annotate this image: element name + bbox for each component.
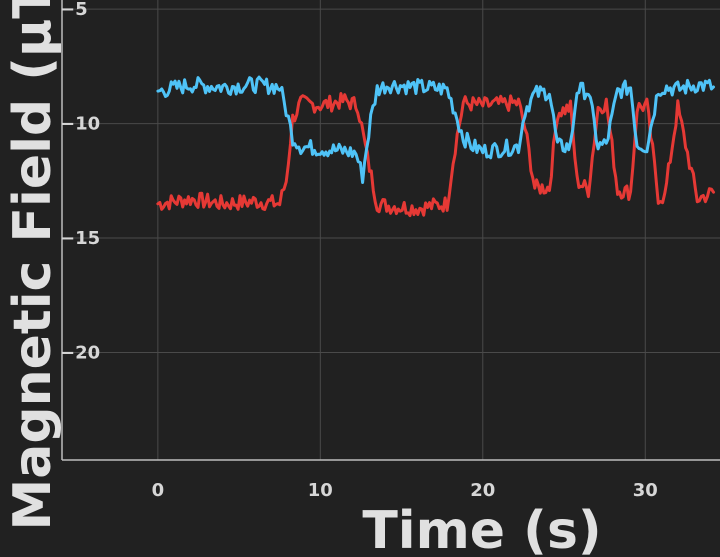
x-tick-label: 0 xyxy=(152,480,165,501)
tick-labels: 0 10 20 30 −5 −10 −15 −20 xyxy=(60,0,658,501)
grid-lines xyxy=(62,0,720,460)
y-axis-title: Magnetic Field (µT) xyxy=(3,0,63,530)
x-tick-label: 30 xyxy=(633,480,658,501)
y-tick-label: −20 xyxy=(60,342,100,363)
x-tick-label: 10 xyxy=(308,480,333,501)
series-line-2 xyxy=(156,75,715,184)
series-layer xyxy=(156,75,715,218)
x-tick-label: 20 xyxy=(470,480,495,501)
axis-layer xyxy=(61,0,720,461)
y-tick-label: −5 xyxy=(60,0,88,20)
series-line-1 xyxy=(156,92,715,218)
x-axis-title: Time (s) xyxy=(362,501,601,557)
y-tick-label: −15 xyxy=(60,228,100,249)
y-tick-label: −10 xyxy=(60,114,100,135)
